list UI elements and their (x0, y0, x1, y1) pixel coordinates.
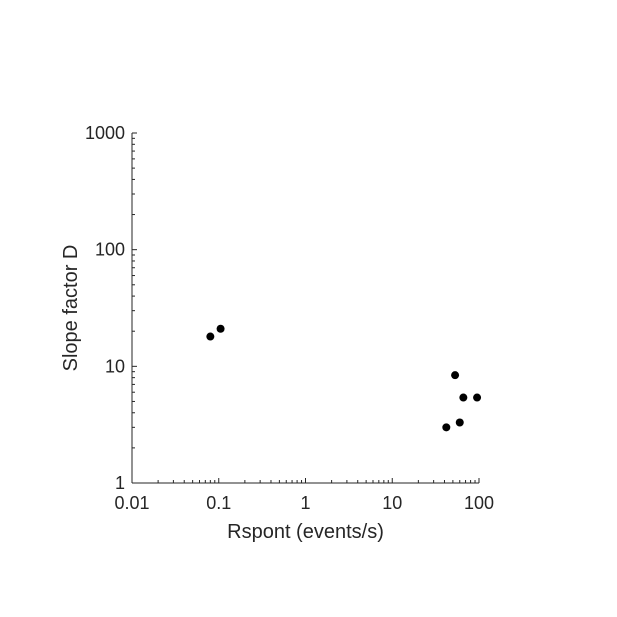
data-points (206, 324, 482, 432)
ticks (131, 132, 480, 484)
data-point (451, 371, 460, 380)
x-tick-label: 100 (464, 493, 494, 513)
x-tick-label: 1 (300, 493, 310, 513)
data-point (216, 324, 225, 333)
data-point (473, 393, 482, 402)
data-point (206, 332, 215, 341)
data-point (459, 393, 468, 402)
data-point (442, 423, 451, 432)
x-tick-label: 10 (382, 493, 402, 513)
x-axis-label: Rspont (events/s) (227, 521, 384, 543)
data-point (455, 418, 464, 427)
x-tick-label: 0.01 (114, 493, 149, 513)
y-tick-label: 100 (95, 240, 125, 260)
axes (131, 133, 479, 484)
y-tick-label: 1 (115, 473, 125, 493)
x-tick-label: 0.1 (206, 493, 231, 513)
y-axis-label: Slope factor D (60, 245, 82, 372)
y-tick-label: 10 (105, 356, 125, 376)
tick-labels: 0.01 0.1 1 10 100 1 10 100 1000 (85, 123, 494, 513)
y-tick-label: 1000 (85, 123, 125, 143)
